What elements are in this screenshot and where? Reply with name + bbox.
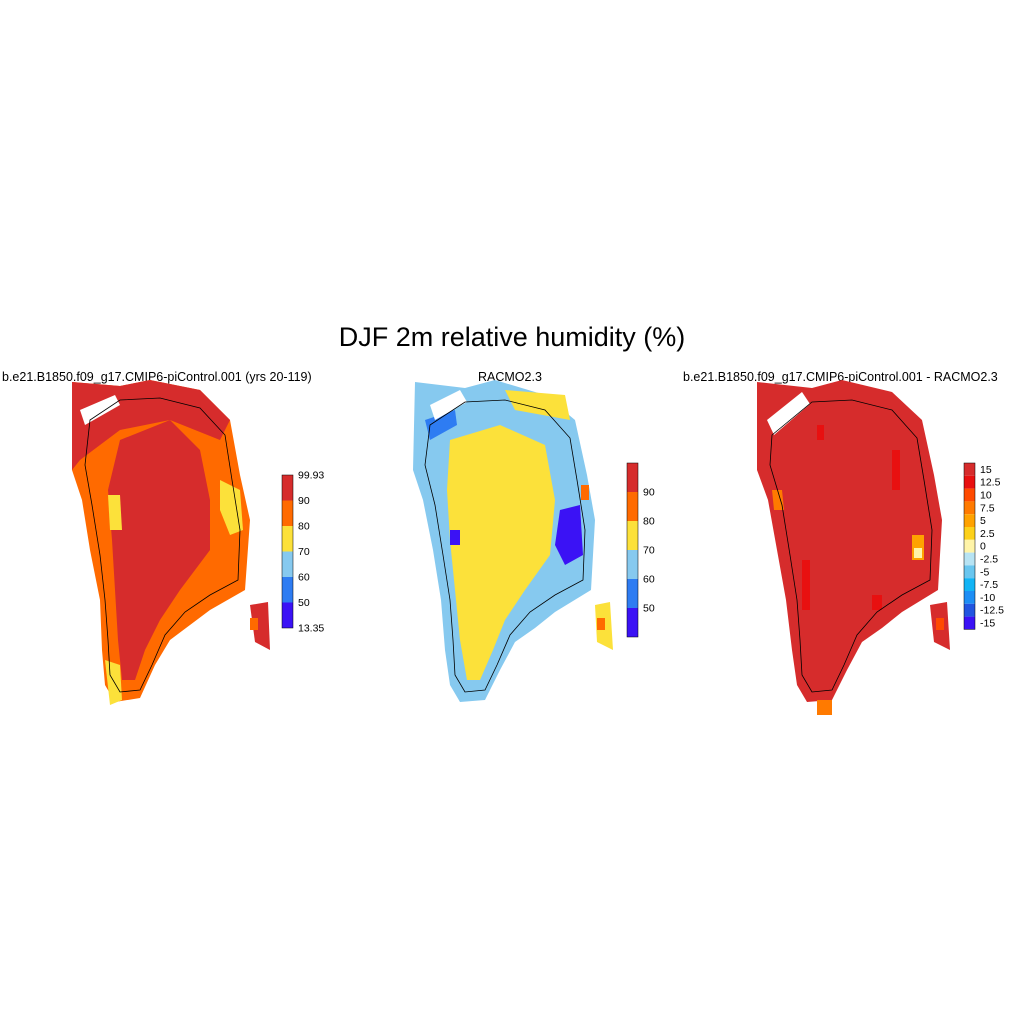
colorbar-label: 60 <box>643 574 655 586</box>
panel-2-colorbar: 50 60 70 80 90 <box>626 462 655 638</box>
colorbar-frame <box>626 462 639 638</box>
colorbar-swatch <box>282 526 293 552</box>
colorbar-swatch <box>964 514 975 527</box>
colorbar-swatch <box>627 608 638 637</box>
south-yellow-patch <box>105 660 122 705</box>
colorbar-label: 12.5 <box>980 477 1001 489</box>
colorbar-swatch <box>964 565 975 579</box>
interior-yellow-area <box>447 425 555 680</box>
interior-red-area <box>108 420 210 680</box>
north-white-gap <box>767 392 810 435</box>
west-orange-margin <box>772 490 784 510</box>
colorbar-frame <box>963 462 976 630</box>
coastline <box>424 399 586 693</box>
bright-red-streak <box>892 450 900 490</box>
colorbar-label: -10 <box>980 592 995 604</box>
colorbar-swatch <box>282 551 293 577</box>
colorbar-label: 90 <box>298 495 310 507</box>
colorbar-swatch <box>964 591 975 604</box>
east-yellow-margin <box>914 548 922 558</box>
colorbar-label: 15 <box>980 464 992 476</box>
colorbar-label: 80 <box>298 521 310 533</box>
south-orange-margin <box>817 700 832 715</box>
west-violet-patch <box>450 530 460 545</box>
northeast-yellow-strip <box>505 390 570 420</box>
colorbar-swatch <box>282 475 293 501</box>
colorbar-swatch <box>964 488 975 502</box>
east-violet-patch <box>555 505 583 565</box>
north-white-gap <box>430 390 467 420</box>
colorbar-label: -15 <box>980 618 995 630</box>
colorbar-label: 0 <box>980 541 986 553</box>
bright-red-streak <box>872 595 882 610</box>
colorbar-label: -5 <box>980 566 989 578</box>
north-white-gap <box>80 395 120 425</box>
colorbar-label: 70 <box>643 545 655 557</box>
colorbar-swatch <box>282 500 293 526</box>
bright-red-streak <box>817 425 824 440</box>
colorbar-swatch <box>282 577 293 603</box>
colorbar-swatch <box>964 475 975 489</box>
colorbar-swatch <box>627 463 638 492</box>
colorbar-label: 7.5 <box>980 502 995 514</box>
colorbar-swatch <box>964 578 975 591</box>
north-blue-patch <box>425 410 457 440</box>
colorbar-label: 70 <box>298 546 310 558</box>
colorbar-label: -2.5 <box>980 554 998 566</box>
colorbar-label: 2.5 <box>980 528 995 540</box>
colorbar-label: 10 <box>980 490 992 502</box>
colorbar-swatch <box>964 501 975 515</box>
panel-3-title: b.e21.B1850.f09_g17.CMIP6-piControl.001 … <box>683 370 998 384</box>
colorbar-label: 50 <box>298 597 310 609</box>
colorbar-swatch <box>964 616 975 630</box>
colorbar-label: -7.5 <box>980 579 998 591</box>
colorbar-label: 5 <box>980 515 986 527</box>
colorbar-frame <box>281 474 294 629</box>
colorbar-label: 13.35 <box>298 623 324 635</box>
colorbar-swatch <box>627 550 638 579</box>
colorbar-swatch <box>282 602 293 628</box>
colorbar-swatch <box>964 603 975 617</box>
colorbar-swatch <box>964 463 975 476</box>
panel-1-map <box>72 380 270 705</box>
panel-1-colorbar: 13.35 50 60 70 80 90 99.93 <box>281 470 324 635</box>
island <box>250 602 270 650</box>
colorbar-swatch <box>627 521 638 550</box>
colorbar-swatch <box>964 527 975 540</box>
coastline <box>769 399 933 693</box>
colorbar-label: 50 <box>643 603 655 615</box>
east-yellow-patch <box>220 480 243 535</box>
figure-title: DJF 2m relative humidity (%) <box>338 322 686 352</box>
colorbar-swatch <box>627 492 638 521</box>
panel-3-map <box>757 380 950 715</box>
colorbar-label: -12.5 <box>980 605 1004 617</box>
bright-red-streak <box>802 560 810 610</box>
panel-2-map <box>413 380 613 702</box>
colorbar-label: 90 <box>643 487 655 499</box>
colorbar-swatch <box>964 539 975 553</box>
colorbar-swatch <box>964 552 975 566</box>
colorbar-swatch <box>627 579 638 608</box>
colorbar-label: 60 <box>298 572 310 584</box>
colorbar-label: 80 <box>643 516 655 528</box>
west-yellow-patch <box>108 495 122 530</box>
coastline <box>84 397 241 693</box>
colorbar-label: 99.93 <box>298 470 324 482</box>
panel-1-title: b.e21.B1850.f09_g17.CMIP6-piControl.001 … <box>2 370 312 384</box>
east-orange-patch <box>581 485 589 500</box>
